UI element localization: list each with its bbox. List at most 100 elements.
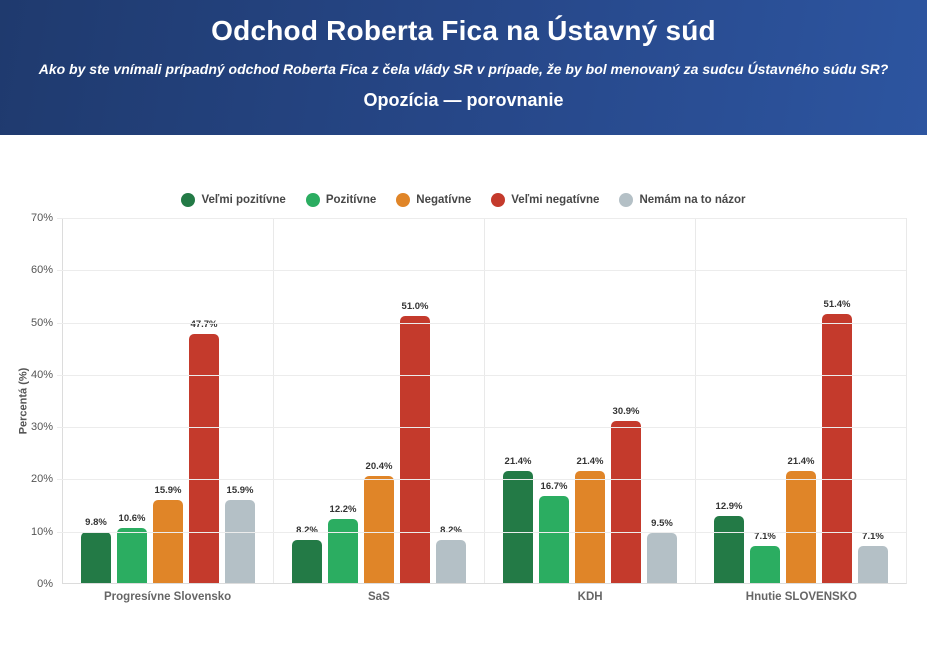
bar-value-label: 12.2% (329, 504, 357, 516)
bar-group-sas: 8.2% 12.2% 20.4% 51.0% 8.2% (274, 218, 485, 583)
survey-question: Ako by ste vnímali prípadný odchod Rober… (38, 61, 889, 77)
bar-ve-mi-negat-vne-sas[interactable] (400, 316, 430, 583)
bar-value-label: 7.1% (754, 530, 776, 542)
legend-item-negat-vne[interactable]: Negatívne (396, 193, 471, 207)
bar-value-label: 7.1% (862, 530, 884, 542)
chart: Veľmi pozitívne Pozitívne Negatívne Veľmi n… (0, 135, 927, 603)
legend-label: Veľmi negatívne (511, 194, 600, 206)
legend-marker-icon (305, 193, 320, 207)
bar-value-label: 20.4% (365, 461, 393, 473)
bar-col: 30.9% (611, 406, 641, 583)
bar-ve-mi-pozit-vne-kdh[interactable] (503, 471, 533, 583)
gridline-50 (57, 322, 906, 324)
gridline-70 (57, 218, 906, 219)
bar-group-kdh: 21.4% 16.7% 21.4% 30.9% 9.5% (485, 218, 696, 583)
bar-col: 15.9% (153, 485, 183, 583)
bar-col: 20.4% (364, 461, 394, 583)
bar-value-label: 30.9% (612, 406, 640, 418)
bar-value-label: 16.7% (540, 480, 568, 492)
bar-value-label: 47.7% (190, 318, 218, 330)
bar-value-label: 8.2% (296, 525, 318, 537)
gridline-10 (57, 531, 906, 533)
bar-col: 47.7% (189, 319, 219, 583)
plot-outer: 9.8% 10.6% 15.9% 47.7% 15.9% 8.2% 12.2% 20.4% 51… (31, 212, 907, 603)
legend-marker-icon (619, 193, 634, 207)
bar-negat-vne-hnutie-slovensko[interactable] (786, 471, 816, 583)
bar-value-label: 9.8% (85, 516, 107, 528)
legend-item-ve-mi-pozit-vne[interactable]: Veľmi pozitívne (181, 193, 286, 207)
bar-ve-mi-pozit-vne-sas[interactable] (292, 540, 322, 583)
category-label-hnutie-slovensko: Hnutie SLOVENSKO (745, 591, 857, 603)
bar-group-progres-vne-slovensko: 9.8% 10.6% 15.9% 47.7% 15.9% (63, 218, 274, 583)
bar-col: 9.5% (647, 518, 677, 583)
legend-marker-icon (181, 193, 196, 207)
bar-pozit-vne-progres-vne-slovensko[interactable] (117, 527, 147, 583)
legend-item-ve-mi-negat-vne[interactable]: Veľmi negatívne (491, 193, 599, 207)
bar-nem-m-na-to-n-zor-hnutie-slovensko[interactable] (858, 545, 888, 583)
legend-item-pozit-vne[interactable]: Pozitívne (305, 193, 376, 207)
section-title: Opozícia — porovnanie (363, 90, 564, 110)
bar-value-label: 15.9% (226, 484, 254, 496)
bar-col: 7.1% (750, 531, 780, 583)
bar-col: 9.8% (81, 517, 111, 583)
bar-pozit-vne-sas[interactable] (328, 519, 358, 583)
y-tick-label: 20% (30, 473, 53, 486)
x-axis-labels: Progresívne Slovensko SaS KDH Hnutie SLOVEN… (62, 591, 907, 603)
bar-col: 21.4% (786, 456, 816, 583)
bar-negat-vne-sas[interactable] (364, 476, 394, 583)
page-title: Odchod Roberta Fica na Ústavný súd (211, 15, 716, 46)
y-tick-label: 60% (30, 264, 53, 277)
y-tick-label: 0% (37, 578, 53, 590)
bar-col: 12.2% (328, 504, 358, 583)
bar-negat-vne-kdh[interactable] (575, 471, 605, 583)
bar-value-label: 51.0% (401, 301, 429, 313)
category-label-progres-vne-slovensko: Progresívne Slovensko (104, 591, 232, 603)
y-tick-label: 30% (30, 421, 53, 434)
bar-ve-mi-negat-vne-kdh[interactable] (611, 421, 641, 583)
legend-label: Nemám na to názor (639, 194, 746, 206)
bar-value-label: 8.2% (440, 525, 462, 537)
bar-col: 15.9% (225, 485, 255, 583)
bar-nem-m-na-to-n-zor-sas[interactable] (436, 540, 466, 583)
bar-nem-m-na-to-n-zor-kdh[interactable] (647, 533, 677, 583)
y-tick-label: 50% (30, 316, 53, 329)
bar-pozit-vne-hnutie-slovensko[interactable] (750, 545, 780, 583)
legend-marker-icon (396, 193, 411, 207)
y-tick-label: 70% (30, 212, 53, 224)
bar-col: 21.4% (503, 456, 533, 583)
page-header: Odchod Roberta Fica na Ústavný súd Ako b… (0, 0, 927, 135)
bar-ve-mi-negat-vne-hnutie-slovensko[interactable] (822, 314, 852, 583)
category-label-kdh: KDH (577, 591, 603, 603)
bar-ve-mi-pozit-vne-hnutie-slovensko[interactable] (714, 515, 744, 583)
legend-label: Negatívne (416, 194, 472, 206)
bar-col: 16.7% (539, 481, 569, 583)
bar-ve-mi-negat-vne-progres-vne-slovensko[interactable] (189, 333, 219, 583)
bar-value-label: 21.4% (504, 456, 532, 468)
gridline-60 (57, 270, 906, 272)
bar-col: 8.2% (292, 525, 322, 583)
bar-col: 51.4% (822, 299, 852, 583)
category-label-sas: SaS (368, 591, 390, 603)
bar-value-label: 21.4% (576, 456, 604, 468)
y-tick-label: 10% (30, 525, 53, 538)
gridline-30 (57, 427, 906, 429)
bar-nem-m-na-to-n-zor-progres-vne-slovensko[interactable] (225, 499, 255, 583)
bar-col: 21.4% (575, 456, 605, 583)
bar-pozit-vne-kdh[interactable] (539, 495, 569, 583)
bar-col: 51.0% (400, 301, 430, 583)
bar-value-label: 10.6% (118, 512, 146, 524)
gridline-20 (57, 479, 906, 481)
bar-groups: 9.8% 10.6% 15.9% 47.7% 15.9% 8.2% 12.2% 20.4% 51… (63, 218, 906, 583)
legend-item-nem-m-na-to-n-zor[interactable]: Nemám na to názor (619, 193, 746, 207)
legend-label: Veľmi pozitívne (201, 194, 286, 206)
bar-value-label: 12.9% (715, 500, 743, 512)
bar-col: 8.2% (436, 525, 466, 583)
gridline-40 (57, 374, 906, 376)
bar-value-label: 15.9% (154, 484, 182, 496)
y-tick-label: 40% (30, 368, 53, 381)
bar-col: 7.1% (858, 531, 888, 583)
bar-ve-mi-pozit-vne-progres-vne-slovensko[interactable] (81, 531, 111, 583)
bar-negat-vne-progres-vne-slovensko[interactable] (153, 499, 183, 583)
bar-col: 10.6% (117, 513, 147, 583)
chart-legend: Veľmi pozitívne Pozitívne Negatívne Veľmi n… (0, 192, 927, 208)
